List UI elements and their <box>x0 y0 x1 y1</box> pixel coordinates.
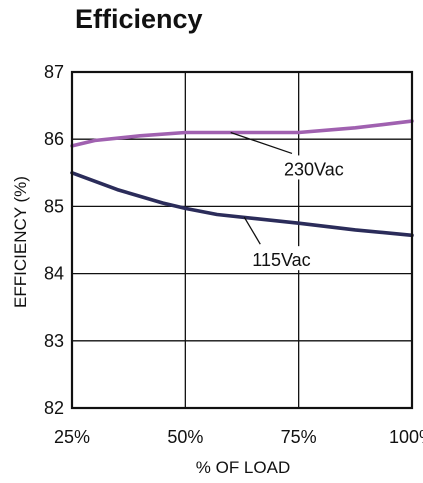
callout-background <box>280 155 348 180</box>
x-tick-label: 25% <box>54 427 90 447</box>
y-tick-label: 87 <box>44 62 64 82</box>
grid-lines <box>72 72 412 408</box>
x-tick-label: 50% <box>167 427 203 447</box>
x-tick-label: 75% <box>281 427 317 447</box>
series-layer <box>70 119 414 238</box>
y-tick-label: 86 <box>44 129 64 149</box>
callout-leader-230vac <box>230 131 293 155</box>
callout-leader-115vac <box>243 216 261 245</box>
y-tick-label: 83 <box>44 331 64 351</box>
series-label-230vac: 230Vac <box>284 159 344 179</box>
annotation-layer: 230Vac 115Vac <box>230 131 348 271</box>
y-tick-label: 85 <box>44 196 64 216</box>
tick-labels: 25% 50% 75% 100% 82 83 84 85 86 87 <box>44 62 423 447</box>
series-line-115vac <box>70 171 414 238</box>
chart-title: Efficiency <box>75 4 203 34</box>
y-axis-label: EFFICIENCY (%) <box>11 176 30 308</box>
y-tick-label: 84 <box>44 264 64 284</box>
series-line-230vac <box>70 119 414 148</box>
x-axis-label: % OF LOAD <box>196 458 290 477</box>
series-label-115vac: 115Vac <box>252 250 310 270</box>
callout-background <box>248 246 315 271</box>
y-tick-label: 82 <box>44 398 64 418</box>
plot-frame <box>70 70 414 410</box>
x-tick-label: 100% <box>389 427 423 447</box>
